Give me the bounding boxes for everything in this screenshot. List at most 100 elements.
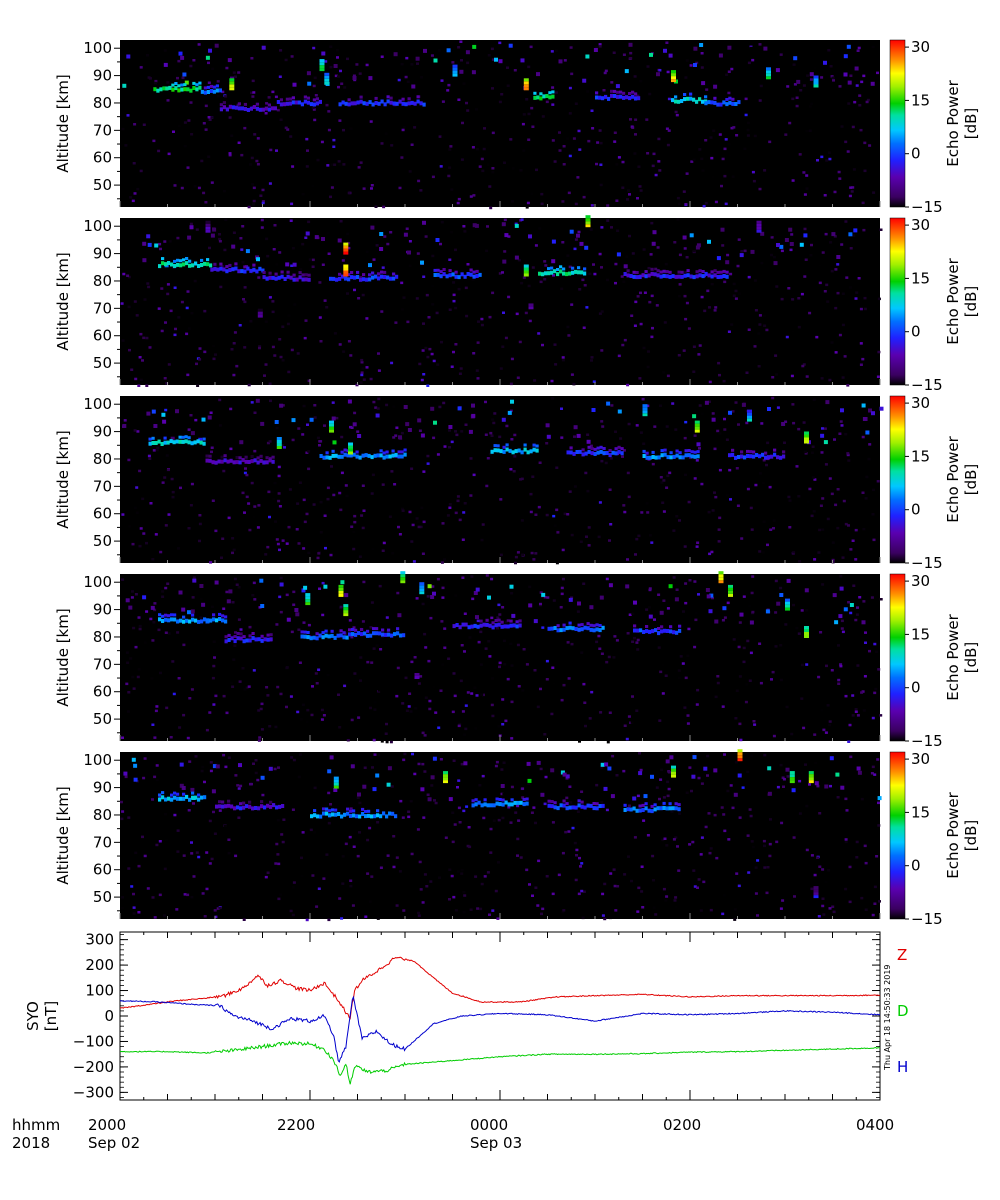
noise-cell — [163, 914, 166, 917]
speckle-cell — [379, 232, 384, 236]
noise-cell — [448, 868, 452, 871]
noise-cell — [492, 819, 496, 822]
echo-layer-cell — [213, 266, 217, 271]
speckle-cell — [526, 761, 531, 766]
echo-layer-cell — [514, 449, 518, 454]
noise-cell — [756, 914, 759, 917]
echo-layer-cell — [538, 271, 542, 276]
noise-cell — [461, 121, 464, 125]
noise-cell — [439, 242, 442, 246]
echo-layer-cell — [351, 632, 355, 637]
echo-spot-cell — [343, 248, 349, 252]
noise-cell — [723, 829, 727, 833]
echo-spot-cell — [642, 404, 648, 408]
echo-layer-cell — [179, 796, 183, 801]
echo-spot-cell — [419, 582, 425, 586]
noise-cell — [834, 351, 838, 354]
noise-cell — [636, 94, 640, 98]
speckle-cell — [784, 238, 789, 242]
echo-layer-cell — [346, 807, 350, 811]
speckle-cell — [607, 766, 612, 771]
echo-layer-cell — [209, 84, 213, 88]
noise-cell — [488, 913, 491, 916]
noise-cell — [568, 154, 572, 158]
echo-layer-cell — [562, 799, 566, 803]
speckle-cell — [226, 599, 231, 604]
noise-cell — [291, 246, 295, 250]
noise-cell — [211, 499, 215, 502]
echo-layer-cell — [455, 623, 459, 627]
echo-layer-cell — [565, 272, 569, 277]
echo-spot-cell — [443, 777, 448, 781]
noise-cell — [237, 618, 241, 621]
noise-cell — [406, 320, 410, 324]
time-axis-header: hhmm — [12, 1116, 61, 1134]
noise-cell — [370, 601, 374, 604]
echo-layer-cell — [180, 83, 184, 87]
noise-cell — [365, 63, 369, 67]
noise-cell — [181, 76, 185, 80]
noise-cell — [373, 701, 377, 704]
noise-cell — [374, 205, 378, 208]
noise-cell — [332, 487, 336, 490]
noise-cell — [735, 689, 739, 692]
noise-cell — [521, 796, 525, 799]
noise-cell — [792, 421, 796, 425]
noise-cell — [413, 126, 417, 129]
speckle-cell — [511, 613, 516, 618]
noise-cell — [645, 608, 649, 611]
speckle-cell — [603, 786, 608, 791]
noise-cell — [132, 687, 136, 690]
echo-layer-cell — [202, 441, 206, 446]
y-tick-label: 80 — [93, 628, 112, 646]
echo-layer-cell — [476, 624, 480, 629]
speckle-cell — [585, 54, 590, 59]
noise-cell — [784, 420, 788, 423]
noise-cell — [121, 513, 125, 516]
noise-cell — [622, 449, 626, 452]
noise-cell — [230, 134, 234, 137]
noise-cell — [526, 201, 530, 205]
noise-cell — [795, 104, 799, 108]
noise-cell — [771, 670, 775, 674]
noise-cell — [194, 755, 198, 758]
echo-layer-cell — [332, 276, 336, 281]
noise-cell — [421, 731, 425, 735]
noise-cell — [608, 539, 611, 542]
speckle-cell — [589, 605, 594, 610]
echo-layer-cell — [586, 803, 590, 808]
echo-layer-cell — [386, 95, 390, 99]
noise-cell — [407, 815, 411, 819]
noise-cell — [878, 900, 881, 903]
echo-layer-cell — [318, 99, 322, 104]
noise-cell — [703, 309, 707, 313]
noise-cell — [361, 293, 365, 297]
speckle-cell — [722, 606, 727, 611]
noise-cell — [547, 596, 551, 600]
noise-cell — [243, 126, 247, 130]
noise-cell — [751, 58, 755, 62]
noise-cell — [774, 579, 778, 583]
noise-cell — [290, 202, 294, 206]
echo-layer-cell — [372, 627, 376, 631]
heatmap-background — [120, 396, 880, 563]
echo-layer-cell — [671, 98, 675, 103]
noise-cell — [829, 65, 833, 68]
speckle-cell — [652, 230, 657, 235]
noise-cell — [596, 141, 600, 144]
echo-spot-cell — [523, 78, 529, 82]
noise-cell — [830, 492, 834, 496]
noise-cell — [503, 218, 507, 222]
echo-layer-cell — [344, 101, 348, 106]
echo-layer-cell — [286, 274, 290, 279]
speckle-cell — [682, 235, 687, 240]
noise-cell — [264, 320, 268, 323]
noise-cell — [820, 451, 824, 454]
echo-layer-cell — [200, 795, 204, 800]
speckle-cell — [199, 584, 204, 588]
noise-cell — [456, 201, 460, 205]
echo-layer-cell — [743, 455, 747, 460]
noise-cell — [705, 88, 709, 91]
noise-cell — [843, 355, 847, 358]
noise-cell — [860, 691, 864, 694]
